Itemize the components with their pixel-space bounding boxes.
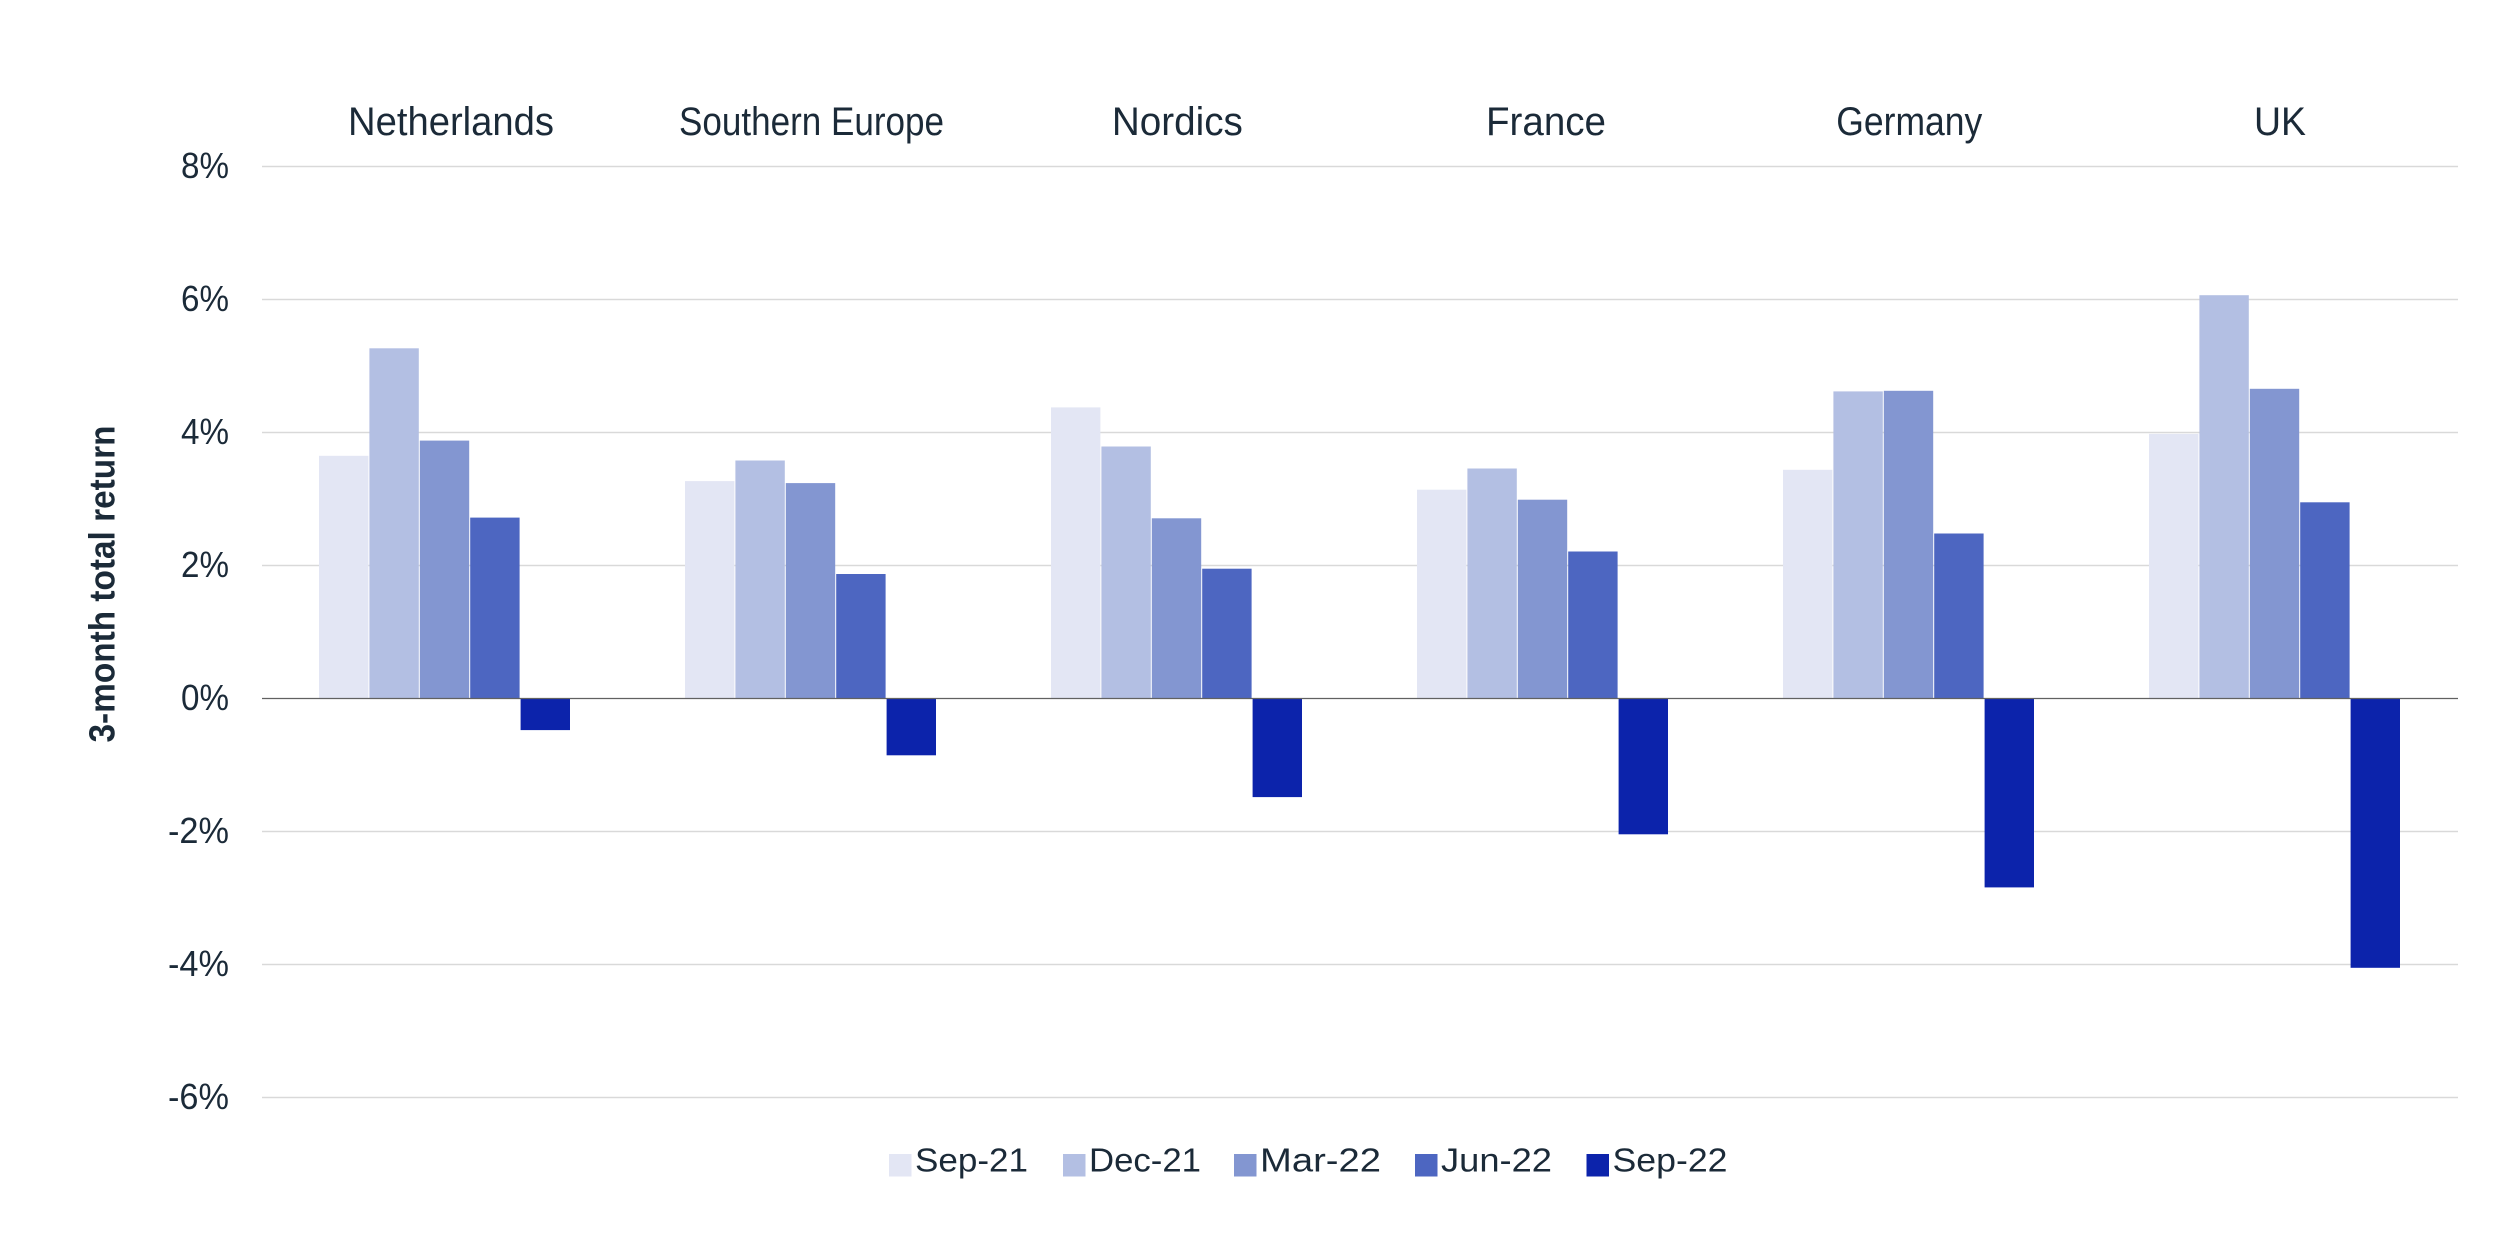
svg-text:8%: 8% — [181, 145, 229, 186]
svg-text:Nordics: Nordics — [1112, 100, 1243, 144]
svg-text:Dec-21: Dec-21 — [1089, 1142, 1201, 1179]
svg-text:-6%: -6% — [168, 1076, 229, 1117]
svg-text:2%: 2% — [181, 544, 229, 585]
svg-text:Mar-22: Mar-22 — [1260, 1142, 1381, 1179]
svg-text:Germany: Germany — [1836, 100, 1982, 144]
svg-text:4%: 4% — [181, 411, 229, 452]
svg-text:Sep-22: Sep-22 — [1613, 1142, 1728, 1179]
svg-text:Jun-22: Jun-22 — [1441, 1142, 1552, 1179]
svg-text:France: France — [1486, 100, 1606, 144]
svg-text:6%: 6% — [181, 278, 229, 319]
svg-text:-4%: -4% — [168, 943, 229, 984]
svg-text:Netherlands: Netherlands — [348, 100, 554, 144]
svg-text:0%: 0% — [181, 677, 229, 718]
svg-text:3-month total return: 3-month total return — [82, 426, 123, 743]
svg-text:Southern Europe: Southern Europe — [679, 100, 944, 144]
svg-text:Sep-21: Sep-21 — [915, 1142, 1028, 1179]
svg-text:UK: UK — [2254, 100, 2306, 144]
svg-text:-2%: -2% — [168, 810, 229, 851]
